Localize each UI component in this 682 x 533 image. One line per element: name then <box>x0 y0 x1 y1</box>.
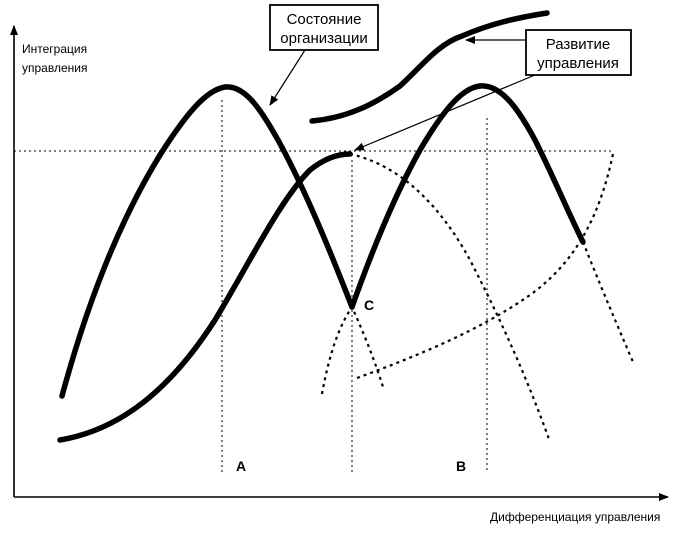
organization-state-callout-label: Состояние <box>287 11 362 28</box>
point-label-c: C <box>364 297 374 313</box>
organization-state-curve-1 <box>59 84 355 399</box>
organization-state-callout-box <box>269 4 379 51</box>
projected-decline-curve-2 <box>320 304 386 395</box>
management-development-arrow-lower <box>354 74 536 151</box>
organization-state-arrow <box>269 49 306 106</box>
management-development-curve-upper <box>309 10 550 124</box>
organization-state-callout-label: организации <box>280 30 367 47</box>
point-label-b: B <box>456 458 466 474</box>
management-development-callout-label: управления <box>537 55 619 72</box>
y-axis-label: управления <box>22 61 87 75</box>
crossed-curves <box>320 152 635 443</box>
projected-decline-curve-3 <box>581 241 635 363</box>
point-label-a: A <box>236 458 246 474</box>
management-development-callout-label: Развитие <box>546 36 611 53</box>
projected-decline-curve-1 <box>349 152 552 443</box>
x-axis-label: Дифференциация управления <box>490 510 660 524</box>
projected-growth-curve <box>356 153 615 380</box>
management-development-callout-box <box>525 29 632 76</box>
y-axis-label: Интеграция <box>22 42 87 56</box>
management-development-curve <box>57 151 353 443</box>
organization-state-curve-2 <box>349 83 586 310</box>
